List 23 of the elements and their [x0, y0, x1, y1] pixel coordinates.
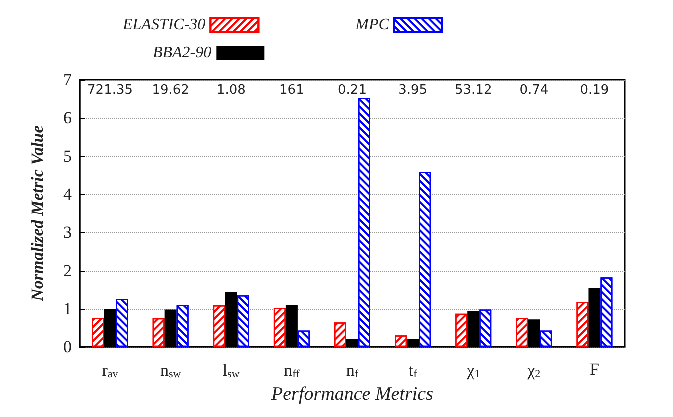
- annotation: 3.95: [398, 83, 428, 98]
- annotation: 19.62: [152, 83, 190, 98]
- x-axis-title: Performance Metrics: [270, 384, 434, 405]
- y-tick-label: 7: [64, 70, 72, 90]
- annotation: 0.19: [580, 83, 610, 98]
- legend-label: BBA2-90: [152, 44, 212, 62]
- annotation: 53.12: [455, 83, 492, 98]
- annotation: 0.74: [520, 83, 549, 98]
- annotation: 0.21: [338, 83, 367, 98]
- y-tick-label: 0: [64, 338, 72, 357]
- y-axis-title: Normalized Metric Value: [28, 125, 47, 302]
- x-tick-label: F: [590, 360, 600, 380]
- legend-label: MPC: [354, 16, 390, 34]
- annotation: 721.35: [88, 83, 134, 98]
- y-tick-label: 1: [64, 299, 72, 318]
- y-tick-label: 6: [64, 108, 72, 128]
- y-tick-label: 3: [64, 223, 72, 242]
- y-tick-label: 4: [64, 184, 72, 204]
- annotation: 1.08: [216, 83, 246, 98]
- annotation: 161: [280, 83, 304, 98]
- y-tick-label: 2: [64, 261, 72, 280]
- legend-label: ELASTIC-30: [122, 16, 206, 34]
- y-tick-label: 5: [64, 146, 72, 166]
